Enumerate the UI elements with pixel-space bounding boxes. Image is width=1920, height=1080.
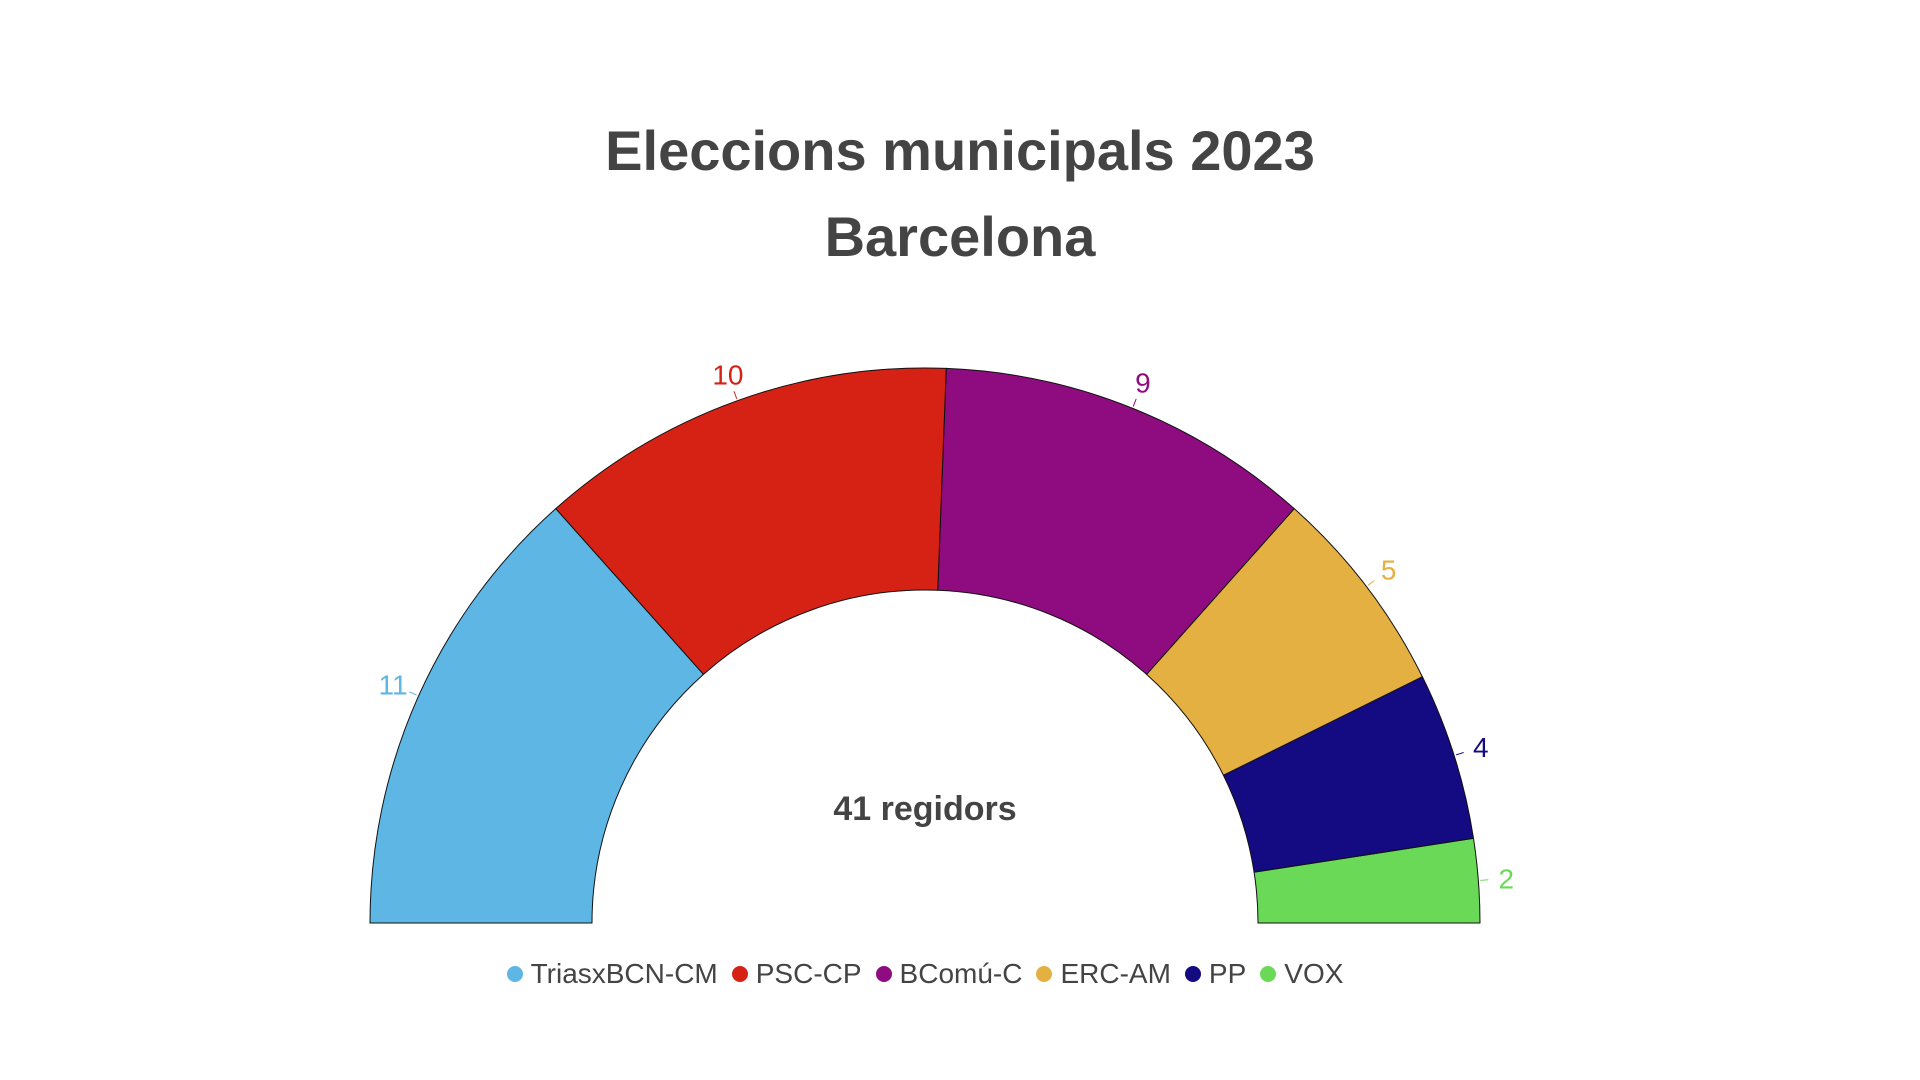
label-leader-line (1132, 398, 1137, 407)
legend-label: PSC-CP (755, 958, 862, 989)
legend-marker-icon (875, 966, 892, 982)
legend-marker-icon (731, 966, 748, 982)
legend-marker-icon (1184, 966, 1201, 982)
data-label-erc-am: 5 (1381, 555, 1397, 586)
legend-marker-icon (1036, 966, 1053, 982)
legend-marker-icon (506, 966, 523, 982)
label-leader-line (733, 391, 738, 399)
legend-item[interactable]: ERC-AM (1036, 958, 1171, 990)
data-label-psc-cp: 10 (712, 359, 743, 390)
seat-segment-bcomú-c (937, 367, 1295, 676)
legend-label: BComú-C (899, 958, 1023, 989)
legend-label: PP (1208, 958, 1247, 989)
data-label-pp: 4 (1473, 732, 1489, 763)
label-leader-line (1480, 879, 1489, 881)
seat-segment-vox (1253, 837, 1481, 924)
seat-segment-erc-am (1145, 507, 1424, 776)
legend: TriasxBCN-CM PSC-CP BComú-C ERC-AM PP VOX (0, 958, 1850, 990)
label-leader-line (1455, 752, 1464, 756)
label-leader-line (409, 691, 417, 696)
legend-label: VOX (1284, 958, 1344, 989)
data-label-triasxbcn-cm: 11 (378, 670, 407, 701)
seat-segment-psc-cp (555, 367, 947, 676)
chart-subtitle: Barcelona (824, 205, 1096, 268)
center-label: 41 regidors (833, 790, 1016, 828)
data-label-bcomú-c: 9 (1135, 367, 1151, 398)
legend-item[interactable]: BComú-C (875, 958, 1023, 990)
data-label-vox: 2 (1499, 863, 1515, 894)
chart-title: Eleccions municipals 2023 (605, 119, 1315, 182)
legend-item[interactable]: VOX (1260, 958, 1343, 990)
seat-segment-pp (1222, 676, 1475, 873)
legend-item[interactable]: TriasxBCN-CM (506, 958, 718, 990)
label-leader-line (1367, 580, 1375, 586)
legend-item[interactable]: PSC-CP (731, 958, 862, 990)
legend-marker-icon (1260, 966, 1277, 982)
legend-item[interactable]: PP (1184, 958, 1247, 990)
seat-segment-triasxbcn-cm (369, 507, 705, 924)
legend-label: ERC-AM (1060, 958, 1171, 989)
legend-label: TriasxBCN-CM (530, 958, 718, 989)
